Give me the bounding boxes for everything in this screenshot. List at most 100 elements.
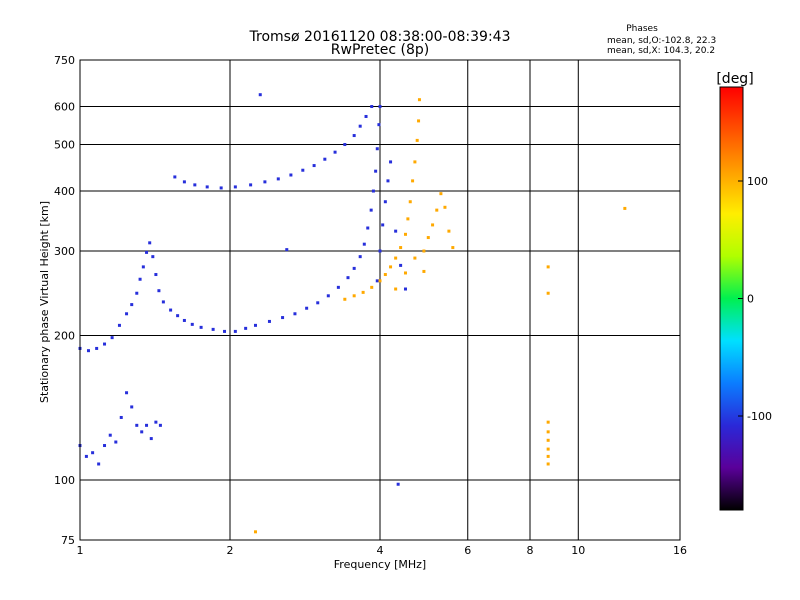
y-axis-label: Stationary phase Virtual Height [km] <box>38 201 51 403</box>
data-points <box>78 93 627 534</box>
point-x-mode <box>415 138 419 142</box>
point-x-mode <box>417 98 421 102</box>
point-x-mode <box>443 205 447 209</box>
point-o-mode <box>263 180 267 184</box>
point-o-mode <box>138 277 142 281</box>
x-tick-label: 8 <box>527 544 534 557</box>
point-o-mode <box>289 173 293 177</box>
point-x-mode <box>422 269 426 273</box>
point-x-mode <box>403 232 407 236</box>
point-o-mode <box>233 329 237 333</box>
point-o-mode <box>389 160 393 164</box>
point-o-mode <box>190 322 194 326</box>
point-o-mode <box>253 323 257 327</box>
point-o-mode <box>301 168 305 172</box>
point-o-mode <box>323 157 327 161</box>
point-o-mode <box>375 147 379 151</box>
point-o-mode <box>182 318 186 322</box>
point-o-mode <box>394 229 398 233</box>
point-x-mode <box>546 420 550 424</box>
point-o-mode <box>396 482 400 486</box>
colorbar-tick-label: 100 <box>747 175 768 188</box>
point-x-mode <box>403 271 407 275</box>
x-tick-label: 6 <box>464 544 471 557</box>
point-o-mode <box>110 336 114 340</box>
point-x-mode <box>623 206 627 210</box>
x-tick-label: 2 <box>227 544 234 557</box>
point-o-mode <box>267 319 271 323</box>
point-o-mode <box>362 242 366 246</box>
x-tick-label: 10 <box>571 544 585 557</box>
point-x-mode <box>383 273 387 277</box>
point-o-mode <box>97 462 101 466</box>
legend-line-o: mean, sd,O:-102.8, 22.3 <box>607 36 716 46</box>
point-o-mode <box>149 437 153 441</box>
point-o-mode <box>182 180 186 184</box>
point-o-mode <box>158 423 162 427</box>
point-o-mode <box>343 143 347 147</box>
point-x-mode <box>546 454 550 458</box>
point-o-mode <box>125 391 129 395</box>
point-o-mode <box>364 114 368 118</box>
point-x-mode <box>546 447 550 451</box>
point-o-mode <box>346 276 350 280</box>
point-o-mode <box>386 179 390 183</box>
point-o-mode <box>378 249 382 253</box>
point-o-mode <box>219 186 223 190</box>
y-tick-label: 75 <box>61 534 75 547</box>
point-o-mode <box>145 423 149 427</box>
x-tick-label: 1 <box>77 544 84 557</box>
point-x-mode <box>378 279 382 283</box>
point-o-mode <box>371 189 375 193</box>
point-x-mode <box>451 246 455 250</box>
point-x-mode <box>546 462 550 466</box>
point-o-mode <box>375 279 379 283</box>
x-tick-label: 4 <box>377 544 384 557</box>
point-x-mode <box>447 229 451 233</box>
point-o-mode <box>281 316 285 320</box>
x-axis-label: Frequency [MHz] <box>334 558 426 571</box>
point-o-mode <box>103 342 107 346</box>
point-o-mode <box>285 248 289 252</box>
point-o-mode <box>169 308 173 312</box>
point-o-mode <box>336 285 340 289</box>
y-axis-ticks: 75 100 200 300 400 500 600 750 <box>54 54 75 547</box>
legend-line-x: mean, sd,X: 104.3, 20.2 <box>607 46 715 56</box>
point-o-mode <box>145 250 149 254</box>
point-o-mode <box>249 183 253 187</box>
plot-frame <box>79 59 681 541</box>
colorbar-label: [deg] <box>716 71 753 87</box>
point-o-mode <box>374 169 378 173</box>
point-o-mode <box>276 177 280 181</box>
x-axis-ticks: 1 2 4 6 8 10 16 <box>77 544 688 557</box>
point-o-mode <box>176 314 180 318</box>
point-o-mode <box>381 223 385 227</box>
point-x-mode <box>426 236 430 240</box>
point-o-mode <box>211 327 215 331</box>
point-x-mode <box>394 287 398 291</box>
point-x-mode <box>394 256 398 260</box>
y-tick-label: 200 <box>54 330 75 343</box>
colorbar-ticks: 100 0 -100 <box>738 175 772 423</box>
point-x-mode <box>352 294 356 298</box>
point-o-mode <box>377 123 381 127</box>
point-x-mode <box>361 290 365 294</box>
point-o-mode <box>378 105 382 109</box>
point-x-mode <box>546 430 550 434</box>
y-tick-label: 750 <box>54 54 75 67</box>
point-o-mode <box>305 306 309 310</box>
point-x-mode <box>413 160 417 164</box>
x-tick-label: 16 <box>673 544 687 557</box>
point-o-mode <box>161 300 165 304</box>
point-o-mode <box>199 325 203 329</box>
point-o-mode <box>157 289 161 293</box>
point-x-mode <box>546 291 550 295</box>
point-x-mode <box>370 285 374 289</box>
point-o-mode <box>352 134 356 138</box>
point-x-mode <box>546 438 550 442</box>
point-o-mode <box>370 105 374 109</box>
point-x-mode <box>435 208 439 212</box>
point-x-mode <box>439 192 443 196</box>
